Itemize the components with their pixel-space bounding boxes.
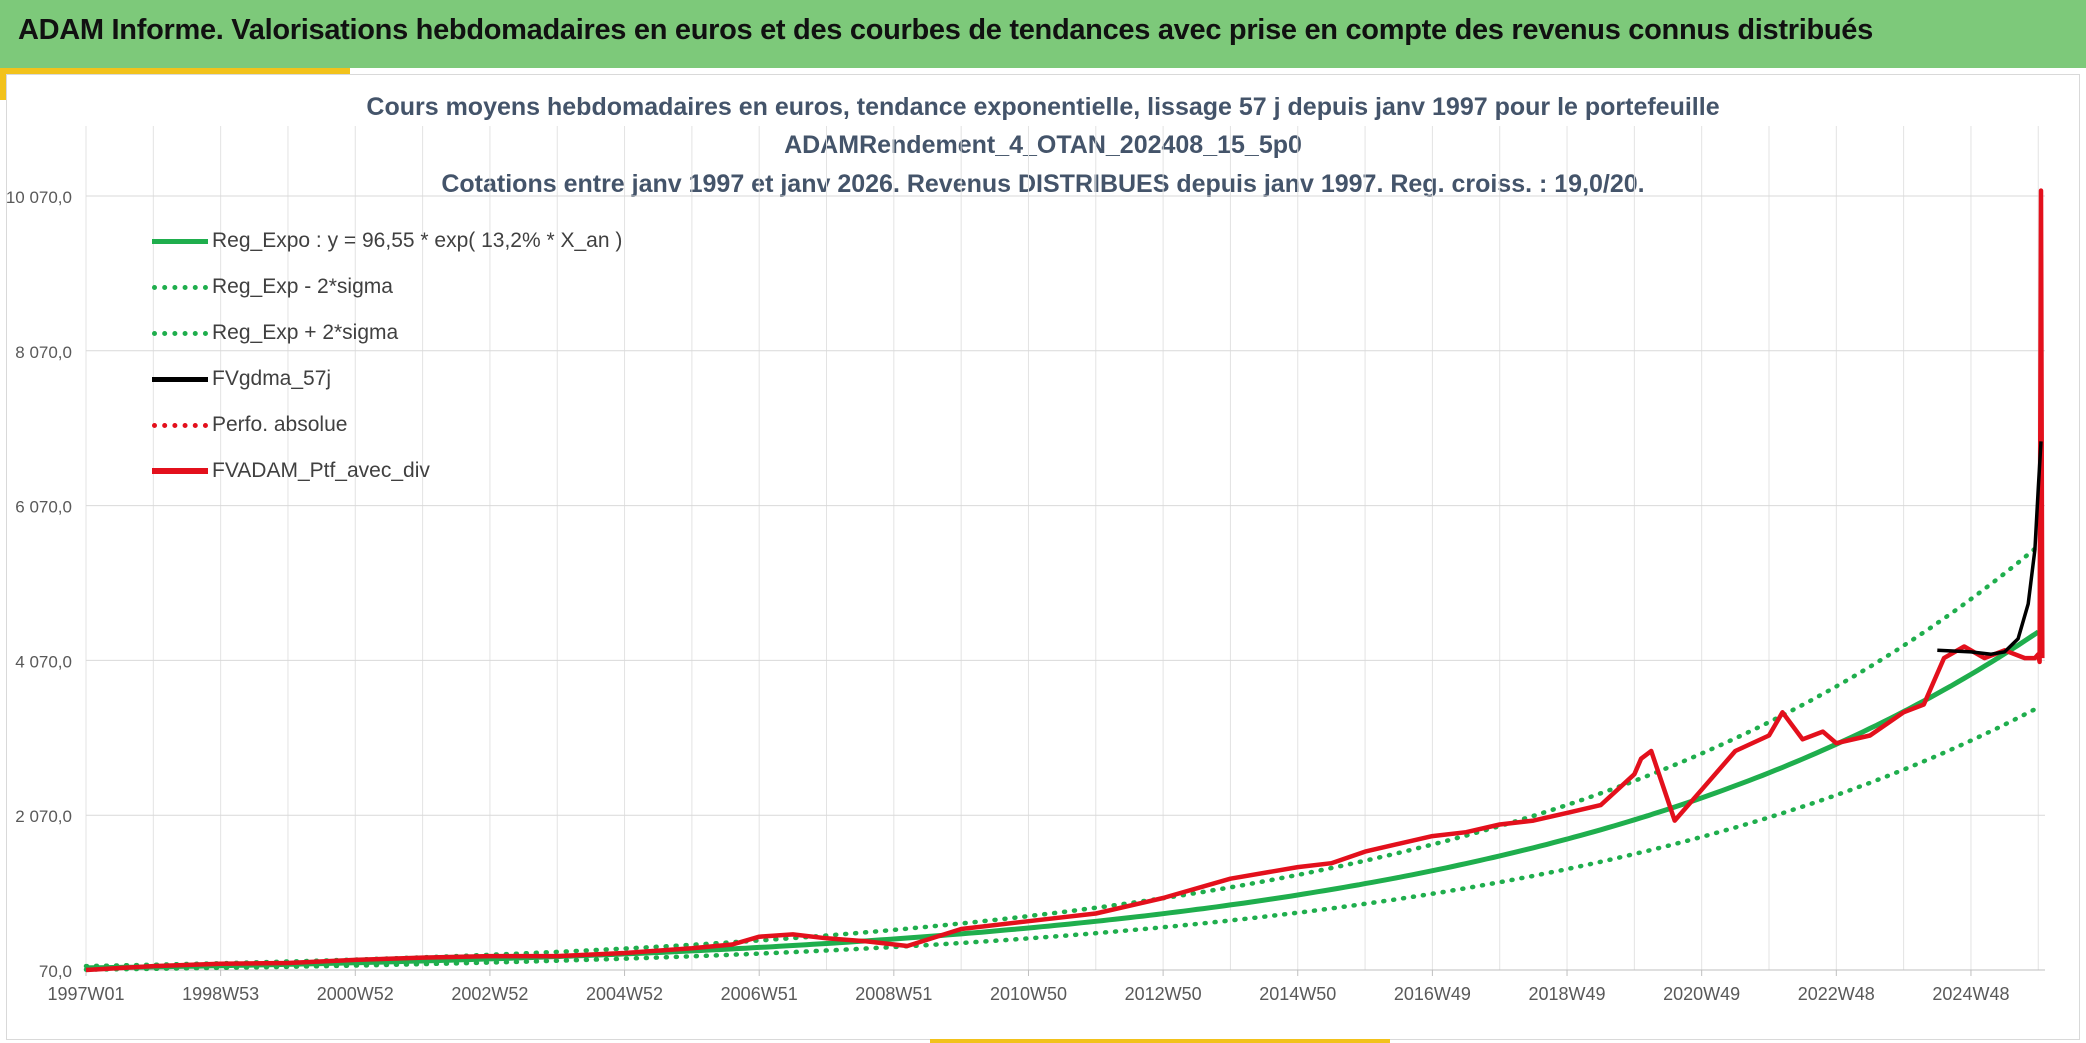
legend-swatch-gdma: [152, 376, 208, 382]
legend-swatch-reg-exp-plus: [152, 330, 208, 336]
x-tick-label: 2016W49: [1394, 984, 1471, 1004]
legend-swatch-perfo-absolue: [152, 422, 208, 428]
accent-bar-left: [0, 68, 6, 100]
x-tick-label: 2012W50: [1125, 984, 1202, 1004]
y-tick-label: 6 070,0: [15, 498, 72, 517]
y-tick-label: 4 070,0: [15, 652, 72, 671]
y-tick-label: 8 070,0: [15, 343, 72, 362]
legend-item-reg-exp-plus: Reg_Exp + 2*sigma: [152, 310, 622, 356]
x-tick-label: 2014W50: [1259, 984, 1336, 1004]
x-tick-label: 2006W51: [721, 984, 798, 1004]
legend-label-reg-exp-plus: Reg_Exp + 2*sigma: [212, 321, 399, 344]
y-tick-label: 2 070,0: [15, 807, 72, 826]
header-banner: ADAM Informe. Valorisations hebdomadaire…: [0, 0, 2086, 68]
legend-label-perfo-absolue: Perfo. absolue: [212, 413, 348, 436]
chart-title-line-2: ADAMRendement_4_OTAN_202408_15_5p0: [784, 131, 1302, 159]
legend-item-perfo-absolue: Perfo. absolue: [152, 402, 622, 448]
legend-item-gdma: FVgdma_57j: [152, 356, 622, 402]
y-tick-label: 70,0: [39, 962, 72, 981]
x-tick-label: 1998W53: [182, 984, 259, 1004]
x-tick-label: 2000W52: [317, 984, 394, 1004]
legend-swatch-reg-exp-minus: [152, 284, 208, 290]
x-tick-label: 2004W52: [586, 984, 663, 1004]
x-tick-label: 2018W49: [1528, 984, 1605, 1004]
chart-title-line-1: Cours moyens hebdomadaires en euros, ten…: [366, 93, 1720, 121]
series-line-reg-exp-plus: [83, 543, 2041, 969]
y-tick-label: 10 070,0: [6, 188, 72, 207]
legend-label-reg-exp-minus: Reg_Exp - 2*sigma: [212, 275, 393, 298]
series-line-gdma: [1937, 441, 2043, 656]
legend-item-portfolio: FVADAM_Ptf_avec_div: [152, 448, 622, 494]
x-tick-label: 2008W51: [855, 984, 932, 1004]
legend-label-gdma: FVgdma_57j: [212, 367, 332, 390]
x-tick-label: 2024W48: [1932, 984, 2009, 1004]
legend-label-portfolio: FVADAM_Ptf_avec_div: [212, 459, 430, 482]
x-tick-label: 2002W52: [451, 984, 528, 1004]
series-line-portfolio: [85, 188, 2045, 973]
legend-swatch-reg-expo: [152, 238, 208, 244]
x-tick-label: 1997W01: [47, 984, 124, 1004]
accent-bar-bottom: [930, 1039, 1390, 1043]
legend-swatch-portfolio: [152, 468, 208, 474]
accent-bar: [0, 68, 350, 74]
x-tick-label: 2020W49: [1663, 984, 1740, 1004]
x-tick-label: 2010W50: [990, 984, 1067, 1004]
legend-item-reg-expo: Reg_Expo : y = 96,55 * exp( 13,2% * X_an…: [152, 218, 622, 264]
legend-item-reg-exp-minus: Reg_Exp - 2*sigma: [152, 264, 622, 310]
page-title: ADAM Informe. Valorisations hebdomadaire…: [18, 14, 1873, 46]
chart-legend: Reg_Expo : y = 96,55 * exp( 13,2% * X_an…: [152, 218, 622, 494]
legend-label-reg-expo: Reg_Expo : y = 96,55 * exp( 13,2% * X_an…: [212, 229, 623, 252]
x-tick-label: 2022W48: [1798, 984, 1875, 1004]
chart-title-line-3: Cotations entre janv 1997 et janv 2026. …: [441, 170, 1645, 198]
series-line-reg-expo: [85, 629, 2040, 971]
